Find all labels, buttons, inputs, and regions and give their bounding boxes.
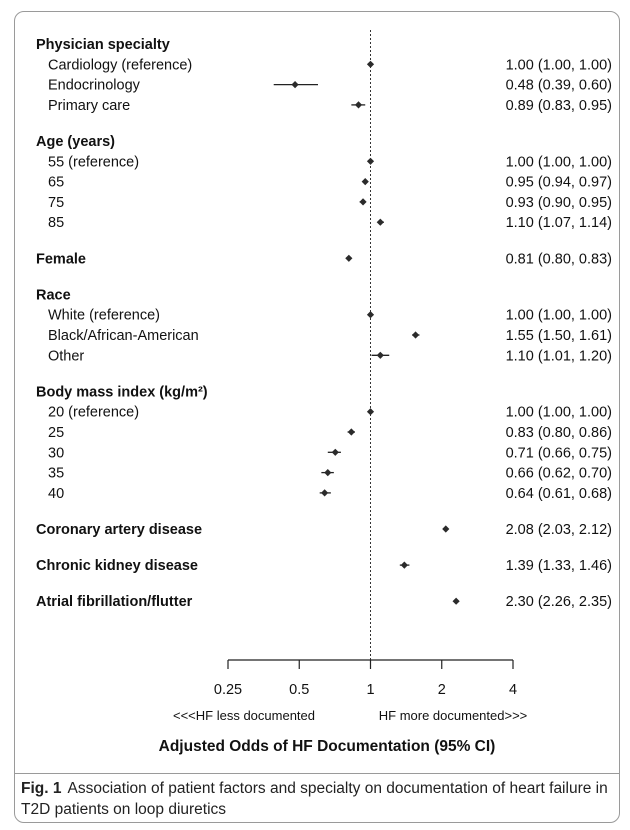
ci-text: 0.71 (0.66, 0.75): [506, 445, 612, 461]
row-label: 30: [48, 445, 64, 461]
point-estimate: [347, 428, 355, 436]
group-label: Age (years): [36, 134, 115, 150]
estimate-g0-r2: [351, 101, 366, 109]
estimate-g4-r3: [321, 469, 334, 477]
estimate-g1-r1: [361, 178, 369, 186]
ci-text: 1.00 (1.00, 1.00): [506, 405, 612, 421]
x-axis-title: Adjusted Odds of HF Documentation (95% C…: [159, 738, 496, 755]
ci-text: 0.89 (0.83, 0.95): [506, 98, 612, 114]
row-label: White (reference): [48, 308, 160, 324]
marks-layer: [273, 60, 460, 605]
point-estimate: [376, 218, 384, 226]
ci-text: 0.93 (0.90, 0.95): [506, 195, 612, 211]
point-estimate: [366, 157, 375, 165]
point-estimate: [366, 311, 375, 319]
group-label: Chronic kidney disease: [36, 558, 198, 574]
ci-text: 1.00 (1.00, 1.00): [506, 154, 612, 170]
rows-layer: Physician specialty Cardiology (reference…: [36, 37, 612, 610]
ci-text: 2.08 (2.03, 2.12): [506, 522, 612, 538]
ci-text: 0.81 (0.80, 0.83): [506, 251, 612, 267]
point-estimate: [345, 254, 353, 262]
estimate-g0-r0: [366, 60, 375, 68]
row-label: 65: [48, 175, 64, 191]
ci-text: 0.64 (0.61, 0.68): [506, 486, 612, 502]
ci-text: 1.55 (1.50, 1.61): [506, 328, 612, 344]
ci-text: 0.48 (0.39, 0.60): [506, 78, 612, 94]
estimate-g6: [399, 561, 410, 569]
group-label: Physician specialty: [36, 37, 170, 53]
figure-caption: Fig. 1 Association of patient factors and…: [21, 778, 611, 820]
group-label: Body mass index (kg/m²): [36, 384, 208, 400]
direction-left-label: <<<HF less documented: [173, 708, 315, 723]
estimate-g4-r4: [319, 489, 331, 497]
row-label: Black/African-American: [48, 328, 199, 344]
point-estimate: [291, 81, 299, 89]
caption-text: Association of patient factors and speci…: [21, 780, 608, 818]
ci-text: 1.00 (1.00, 1.00): [506, 57, 612, 73]
row-label: 55 (reference): [48, 154, 139, 170]
ci-text: 2.30 (2.26, 2.35): [506, 594, 612, 610]
figure-number: Fig. 1: [21, 780, 62, 797]
point-estimate: [442, 525, 450, 533]
group-label: Race: [36, 287, 71, 303]
x-tick-label: 4: [509, 682, 517, 698]
ci-text: 0.95 (0.94, 0.97): [506, 175, 612, 191]
point-estimate: [366, 60, 375, 68]
ci-text: 1.10 (1.07, 1.14): [506, 215, 612, 231]
point-estimate: [411, 331, 420, 339]
x-tick-label: 1: [366, 682, 374, 698]
row-label: 40: [48, 486, 64, 502]
point-estimate: [366, 408, 375, 416]
group-label: Atrial fibrillation/flutter: [36, 594, 193, 610]
row-label: 75: [48, 195, 64, 211]
estimate-g1-r2: [359, 198, 367, 206]
point-estimate: [452, 597, 460, 605]
estimate-g4-r2: [327, 448, 341, 456]
point-estimate: [324, 469, 332, 477]
row-label: Other: [48, 348, 84, 364]
estimate-g3-r2: [371, 351, 390, 359]
estimate-g5: [442, 525, 450, 533]
point-estimate: [321, 489, 329, 497]
estimate-g3-r1: [411, 331, 420, 339]
estimate-g1-r3: [376, 218, 384, 226]
estimate-g0-r1: [273, 81, 318, 89]
caption-divider: [15, 773, 619, 774]
row-label: 85: [48, 215, 64, 231]
row-label: 35: [48, 466, 64, 482]
point-estimate: [361, 178, 369, 186]
ci-text: 1.00 (1.00, 1.00): [506, 308, 612, 324]
point-estimate: [354, 101, 363, 109]
ci-text: 0.83 (0.80, 0.86): [506, 425, 612, 441]
x-axis: 0.25 0.5 1 2 4: [214, 659, 517, 698]
estimate-g4-r1: [347, 428, 355, 436]
estimate-g1-r0: [366, 157, 375, 165]
row-label: Cardiology (reference): [48, 57, 192, 73]
figure-frame: [14, 11, 620, 823]
group-label: Female: [36, 251, 86, 267]
x-tick-label: 2: [438, 682, 446, 698]
row-label: Primary care: [48, 98, 130, 114]
ci-text: 0.66 (0.62, 0.70): [506, 466, 612, 482]
point-estimate: [331, 448, 339, 456]
x-tick-label: 0.5: [289, 682, 309, 698]
point-estimate: [359, 198, 367, 206]
group-label: Coronary artery disease: [36, 522, 202, 538]
ci-text: 1.39 (1.33, 1.46): [506, 558, 612, 574]
x-tick-label: 0.25: [214, 682, 242, 698]
row-label: Endocrinology: [48, 78, 141, 94]
estimate-g3-r0: [366, 311, 375, 319]
point-estimate: [400, 561, 408, 569]
row-label: 25: [48, 425, 64, 441]
ci-text: 1.10 (1.01, 1.20): [506, 348, 612, 364]
direction-right-label: HF more documented>>>: [379, 708, 528, 723]
estimate-g4-r0: [366, 408, 375, 416]
estimate-g7: [452, 597, 460, 605]
point-estimate: [376, 351, 384, 359]
row-label: 20 (reference): [48, 405, 139, 421]
estimate-g2: [345, 254, 353, 262]
